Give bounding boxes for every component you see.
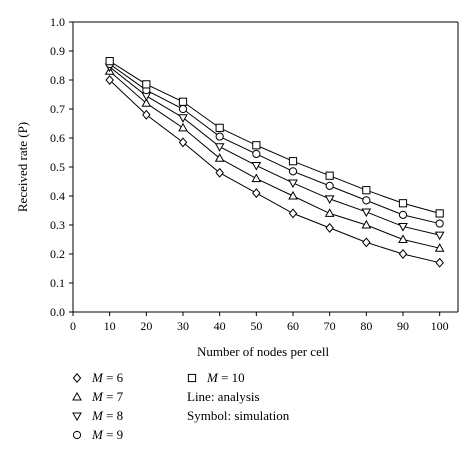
data-point: [142, 80, 151, 89]
data-point: [141, 98, 152, 107]
data-point: [288, 167, 298, 176]
data-point: [142, 109, 151, 120]
data-point: [214, 143, 225, 152]
data-point: [178, 104, 188, 114]
y-tick-label: 0.7: [50, 102, 65, 116]
y-tick-label: 0.3: [50, 218, 65, 232]
data-point: [435, 257, 444, 268]
data-point: [324, 195, 335, 205]
data-point: [398, 249, 408, 259]
data-point: [215, 123, 224, 132]
data-point: [178, 97, 188, 106]
legend-marker: [72, 391, 82, 401]
legend-note: Symbol: simulation: [187, 408, 290, 423]
data-point: [362, 186, 371, 195]
data-point: [434, 231, 445, 241]
data-point: [214, 153, 225, 162]
series-line: [109, 79, 440, 264]
legend-item: M = 7: [72, 389, 124, 404]
data-point: [215, 132, 224, 141]
data-point: [178, 122, 188, 132]
plot-area: 0.0 0.1 0.2 0.3 0.4 0.5 0.6 0.7 0.8 0.9 1.0 0 10 20 30…: [50, 15, 459, 333]
legend-item: M = 8: [72, 408, 123, 423]
y-tick-label: 0.6: [50, 131, 65, 145]
legend-item: M = 10: [187, 370, 245, 385]
y-tick-label: 0.8: [50, 73, 65, 87]
data-point: [325, 181, 334, 190]
legend-label: M = 7: [91, 389, 124, 404]
legend-marker: [72, 373, 82, 383]
data-point: [362, 196, 371, 205]
data-point: [252, 188, 261, 199]
series-line: [109, 70, 440, 249]
data-point: [435, 219, 444, 228]
data-point: [361, 208, 372, 218]
data-point: [398, 222, 408, 232]
y-tick-label: 0.1: [50, 276, 65, 290]
x-tick-label: 20: [140, 319, 152, 333]
series-2: [104, 66, 445, 252]
data-point: [288, 179, 298, 189]
y-axis-title: Received rate (P): [15, 122, 30, 212]
data-point: [435, 209, 444, 218]
data-point: [288, 190, 298, 200]
data-point: [288, 157, 298, 166]
data-point: [215, 167, 224, 178]
y-tick-label: 0.4: [50, 189, 65, 203]
x-tick-label: 0: [70, 319, 76, 333]
series-5: [105, 57, 444, 218]
x-axis-title: Number of nodes per cell: [197, 344, 330, 359]
x-tick-label: 30: [177, 319, 189, 333]
data-point: [361, 219, 372, 229]
x-tick-label: 40: [214, 319, 226, 333]
legend-marker: [72, 412, 82, 422]
data-point: [434, 243, 445, 252]
legend-label: M = 9: [91, 427, 123, 442]
legend-label: M = 10: [206, 370, 245, 385]
legend-note: Line: analysis: [187, 389, 260, 404]
data-point: [325, 222, 334, 233]
x-tick-label: 60: [287, 319, 299, 333]
x-tick-label: 50: [250, 319, 262, 333]
legend-marker: [72, 430, 82, 440]
series-3: [104, 63, 445, 241]
data-point: [398, 210, 408, 219]
data-point: [251, 173, 262, 183]
y-tick-label: 1.0: [50, 15, 65, 29]
legend-item: M = 6: [72, 370, 124, 385]
y-tick-label: 0.2: [50, 247, 65, 261]
data-point: [105, 75, 114, 85]
data-point: [252, 141, 261, 150]
data-point: [398, 234, 408, 243]
x-tick-label: 100: [431, 319, 449, 333]
x-tick-label: 10: [104, 319, 116, 333]
y-tick-label: 0.0: [50, 305, 65, 319]
data-point: [398, 199, 408, 208]
series-1: [105, 75, 444, 268]
data-point: [252, 149, 261, 159]
series-line: [109, 66, 440, 236]
y-tick-label: 0.9: [50, 44, 65, 58]
data-point: [288, 208, 298, 219]
legend: M = 6 M = 7 M = 8 M = 9 M = 10 Line: analysis…: [72, 370, 290, 442]
data-point: [362, 237, 371, 248]
x-tick-label: 70: [324, 319, 336, 333]
legend-label: M = 8: [91, 408, 123, 423]
data-point: [251, 162, 262, 171]
data-point: [178, 114, 188, 123]
data-point: [325, 171, 334, 180]
series-line: [109, 63, 440, 225]
x-tick-label: 90: [397, 319, 409, 333]
data-point: [105, 57, 114, 66]
legend-item: M = 9: [72, 427, 123, 442]
legend-marker: [187, 373, 197, 383]
series-4: [105, 59, 444, 228]
series-line: [109, 60, 440, 214]
y-tick-label: 0.5: [50, 160, 65, 174]
data-point: [324, 208, 335, 217]
legend-label: M = 6: [91, 370, 124, 385]
x-tick-label: 80: [360, 319, 372, 333]
data-point: [178, 137, 188, 148]
